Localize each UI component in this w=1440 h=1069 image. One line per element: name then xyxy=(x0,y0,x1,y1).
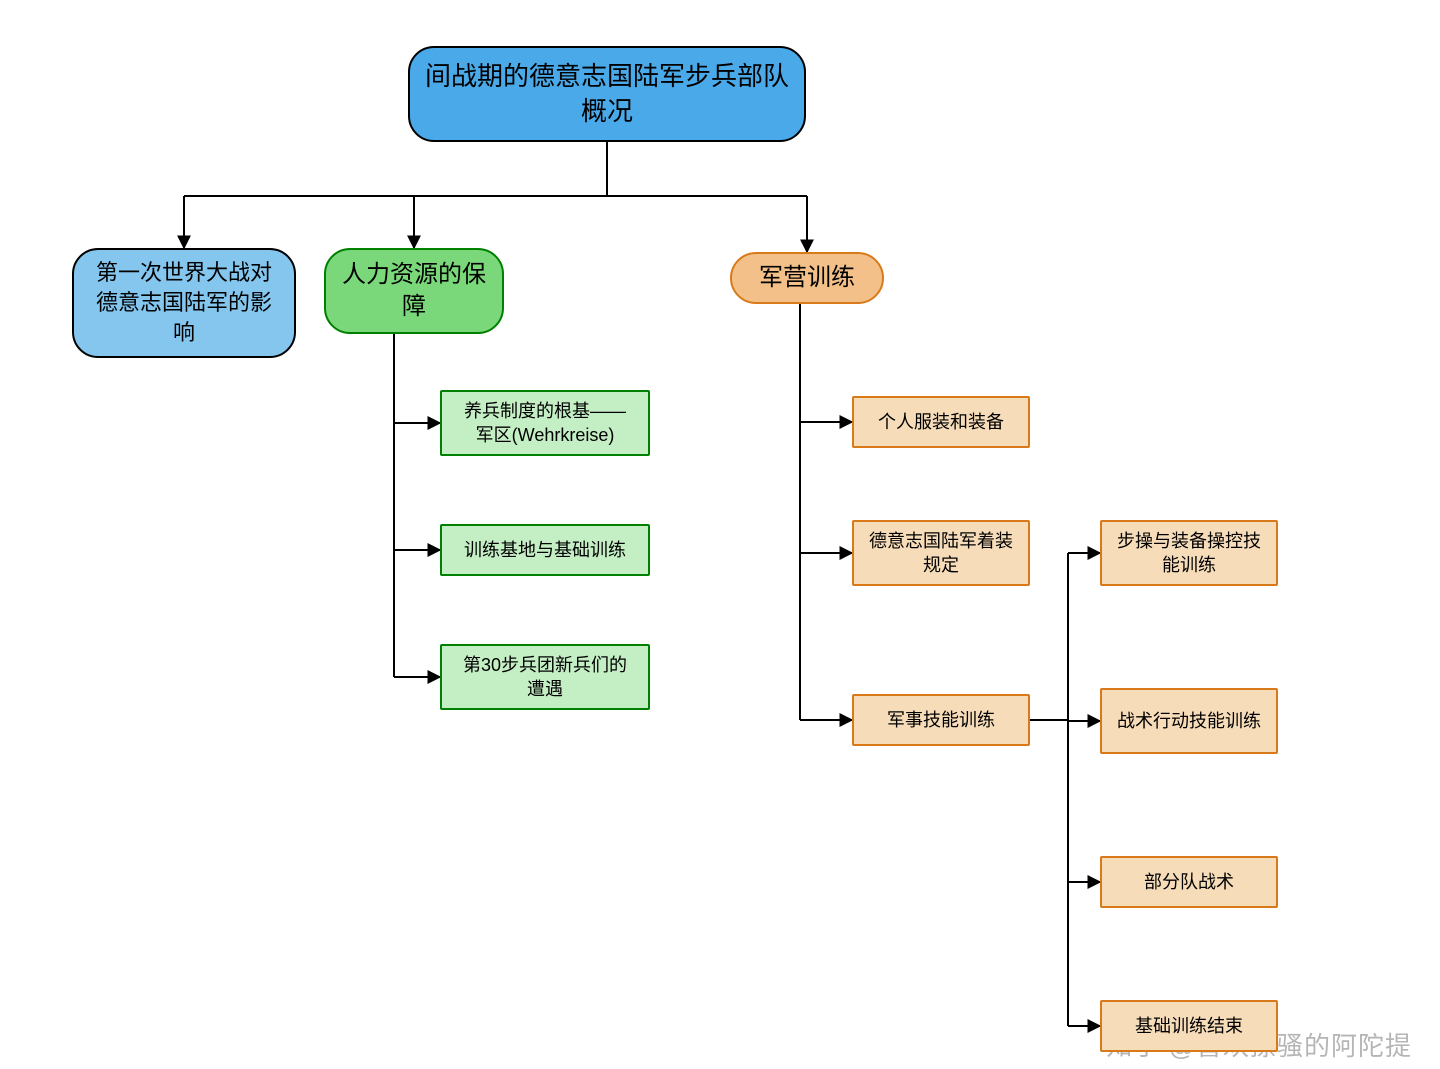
node-label: 间战期的德意志国陆军步兵部队概况 xyxy=(424,59,790,129)
node-n_tr_1: 个人服装和装备 xyxy=(852,396,1030,448)
node-label: 战术行动技能训练 xyxy=(1117,709,1261,733)
node-label: 第30步兵团新兵们的遭遇 xyxy=(456,653,634,702)
node-n_tr_3_3: 部分队战术 xyxy=(1100,856,1278,908)
node-n_tr_3_4: 基础训练结束 xyxy=(1100,1000,1278,1052)
node-n_train: 军营训练 xyxy=(730,252,884,304)
node-label: 德意志国陆军着装规定 xyxy=(868,529,1014,578)
node-root: 间战期的德意志国陆军步兵部队概况 xyxy=(408,46,806,142)
node-n_hr: 人力资源的保障 xyxy=(324,248,504,334)
node-label: 军营训练 xyxy=(759,262,855,294)
node-n_tr_2: 德意志国陆军着装规定 xyxy=(852,520,1030,586)
node-n_hr_2: 训练基地与基础训练 xyxy=(440,524,650,576)
node-label: 步操与装备操控技能训练 xyxy=(1116,529,1262,578)
node-label: 人力资源的保障 xyxy=(340,259,488,324)
node-n_tr_3_2: 战术行动技能训练 xyxy=(1100,688,1278,754)
node-label: 个人服装和装备 xyxy=(878,410,1004,434)
node-n_hr_1: 养兵制度的根基——军区(Wehrkreise) xyxy=(440,390,650,456)
node-n_tr_3: 军事技能训练 xyxy=(852,694,1030,746)
node-label: 军事技能训练 xyxy=(887,708,995,732)
node-n_hr_3: 第30步兵团新兵们的遭遇 xyxy=(440,644,650,710)
node-label: 训练基地与基础训练 xyxy=(464,538,626,562)
node-label: 第一次世界大战对德意志国陆军的影响 xyxy=(88,258,280,347)
node-label: 基础训练结束 xyxy=(1135,1014,1243,1038)
node-label: 养兵制度的根基——军区(Wehrkreise) xyxy=(456,399,634,448)
node-n_ww1: 第一次世界大战对德意志国陆军的影响 xyxy=(72,248,296,358)
node-n_tr_3_1: 步操与装备操控技能训练 xyxy=(1100,520,1278,586)
node-label: 部分队战术 xyxy=(1144,870,1234,894)
